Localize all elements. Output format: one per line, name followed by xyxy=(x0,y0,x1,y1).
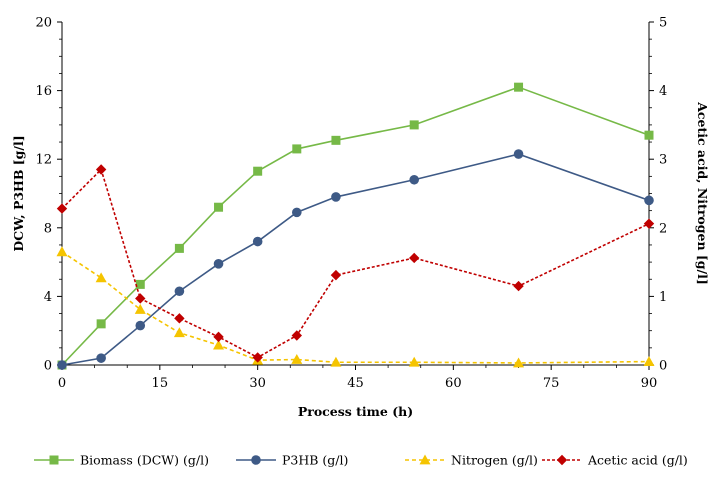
series-3-point xyxy=(513,357,525,368)
legend-label: Biomass (DCW) (g/l) xyxy=(80,453,209,468)
series-1 xyxy=(57,82,654,370)
series-3-point xyxy=(643,356,655,366)
series-4-point xyxy=(291,330,302,341)
x-tick-label: 75 xyxy=(543,376,560,391)
series-2-point xyxy=(213,259,224,269)
series-2-line xyxy=(61,153,650,366)
series-2-point xyxy=(96,353,106,363)
series-2-point xyxy=(331,192,341,202)
series-1-point xyxy=(174,243,184,253)
series-2-point xyxy=(409,174,420,185)
x-tick-label: 45 xyxy=(347,376,364,391)
y-left-tick-label: 12 xyxy=(35,153,52,168)
series-1-point xyxy=(331,135,341,145)
legend-swatch-marker xyxy=(49,455,59,465)
series-4-line xyxy=(61,167,650,359)
series-3-point xyxy=(291,354,303,364)
series-1-point xyxy=(292,144,302,154)
y-left-tick-label: 0 xyxy=(44,359,52,374)
x-tick-label: 60 xyxy=(445,376,462,391)
series-4-point xyxy=(252,352,263,363)
y-right-tick-label: 5 xyxy=(659,16,667,31)
series-4-point xyxy=(213,331,224,343)
series-1-point xyxy=(514,82,524,92)
series-1-point xyxy=(135,279,145,289)
legend-swatch-marker xyxy=(419,454,431,465)
series-3-point xyxy=(95,272,107,283)
x-tick-label: 15 xyxy=(152,376,169,391)
series-4-point xyxy=(330,269,342,281)
series-3-point xyxy=(408,356,420,367)
legend-item-4: Acetic acid (g/l) xyxy=(542,453,688,468)
y-axis-left-title: DCW, P3HB [g/l] xyxy=(11,135,26,251)
series-4-point xyxy=(174,313,185,324)
legend-item-2: P3HB (g/l) xyxy=(236,453,348,468)
series-2-point xyxy=(57,360,67,370)
series-3-point xyxy=(134,303,146,314)
y-right-tick-label: 0 xyxy=(659,359,667,374)
series-4 xyxy=(56,164,655,363)
series-2-point xyxy=(252,236,263,247)
series-1-point xyxy=(214,202,224,212)
plot-area xyxy=(56,82,655,370)
series-3-point xyxy=(173,327,185,338)
series-3-point xyxy=(56,246,68,257)
legend-swatch-marker xyxy=(556,454,568,466)
series-1-point xyxy=(644,130,654,140)
y-left-tick-label: 4 xyxy=(44,290,52,305)
y-right-tick-label: 1 xyxy=(659,290,667,305)
y-left-tick-label: 8 xyxy=(44,221,52,236)
series-4-point xyxy=(409,252,420,264)
series-2-point xyxy=(292,207,302,218)
series-1-line xyxy=(61,86,650,366)
series-3-point xyxy=(330,356,342,367)
legend-label: P3HB (g/l) xyxy=(282,453,348,468)
legend: Biomass (DCW) (g/l) P3HB (g/l) Nitrogen (g… xyxy=(34,453,688,468)
legend-item-3: Nitrogen (g/l) xyxy=(405,453,538,468)
series-2-point xyxy=(513,149,524,159)
x-tick-label: 30 xyxy=(249,376,266,391)
series-2-point xyxy=(644,195,654,206)
y-right-tick-label: 4 xyxy=(659,84,667,99)
series-3-point xyxy=(213,339,225,350)
series-2-point xyxy=(135,320,146,331)
series-3-line xyxy=(61,251,650,364)
y-axis-right-title: Acetic acid, Nitrogen [g/l] xyxy=(695,101,710,285)
series-2 xyxy=(57,149,654,370)
series-4-point xyxy=(56,203,68,214)
series-2-point xyxy=(174,286,185,297)
x-tick-label: 90 xyxy=(641,376,658,391)
series-4-point xyxy=(513,280,524,292)
y-left-tick-label: 16 xyxy=(35,84,52,99)
y-right-tick-label: 3 xyxy=(659,153,667,168)
legend-label: Acetic acid (g/l) xyxy=(587,453,688,468)
series-4-point xyxy=(135,293,146,304)
legend-label: Nitrogen (g/l) xyxy=(451,453,538,468)
series-4-point xyxy=(95,164,107,175)
series-4-point xyxy=(643,218,655,229)
y-left-tick-label: 20 xyxy=(35,16,52,31)
series-1-point xyxy=(253,166,263,176)
series-1-point xyxy=(409,120,419,130)
legend-item-1: Biomass (DCW) (g/l) xyxy=(34,453,209,468)
x-axis-title: Process time (h) xyxy=(298,404,413,419)
x-tick-label: 0 xyxy=(58,376,66,391)
series-1-point xyxy=(96,319,106,329)
legend-swatch-marker xyxy=(251,455,261,465)
y-right-tick-label: 2 xyxy=(659,221,667,236)
